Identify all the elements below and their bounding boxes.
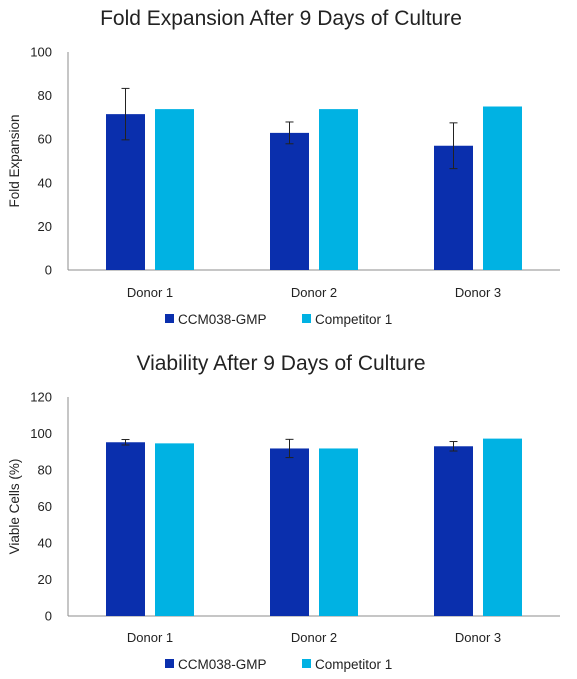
y-tick-label: 20 [38, 572, 52, 587]
viability-chart: Viability After 9 Days of Culture Viable … [0, 340, 577, 679]
x-tick-label: Donor 3 [455, 285, 501, 300]
y-tick-label: 120 [30, 390, 52, 405]
x-tick-label: Donor 1 [127, 285, 173, 300]
y-tick-label: 100 [30, 426, 52, 441]
legend-swatch [302, 659, 311, 668]
chart-title: Viability After 9 Days of Culture [136, 352, 425, 375]
error-bar [121, 439, 130, 446]
x-tick-label: Donor 2 [291, 630, 337, 645]
legend-swatch [165, 314, 174, 323]
bar-ccm038-gmp-donor-3 [434, 446, 473, 616]
error-bar [285, 121, 294, 145]
x-tick-label: Donor 1 [127, 630, 173, 645]
y-tick-label: 60 [38, 132, 52, 147]
x-tick-label: Donor 3 [455, 630, 501, 645]
chart-title: Fold Expansion After 9 Days of Culture [100, 7, 462, 30]
error-bar [449, 122, 458, 170]
error-bar [121, 87, 130, 141]
legend-label: Competitor 1 [315, 312, 392, 327]
bar-competitor-1-donor-1 [155, 109, 194, 270]
legend-swatch [302, 314, 311, 323]
y-tick-label: 40 [38, 536, 52, 551]
bar-competitor-1-donor-3 [483, 106, 522, 270]
error-bar [285, 438, 294, 459]
legend-label: CCM038-GMP [178, 312, 267, 327]
bar-competitor-1-donor-1 [155, 443, 194, 616]
error-bar [449, 441, 458, 452]
chart-svg: Viability After 9 Days of Culture Viable … [7, 352, 560, 672]
y-axis-label: Fold Expansion [7, 114, 22, 207]
y-tick-label: 80 [38, 88, 52, 103]
y-tick-label: 100 [30, 45, 52, 60]
x-tick-label: Donor 2 [291, 285, 337, 300]
bar-competitor-1-donor-2 [319, 448, 358, 616]
y-tick-label: 80 [38, 463, 52, 478]
y-tick-label: 60 [38, 499, 52, 514]
y-axis-label: Viable Cells (%) [7, 459, 22, 555]
chart-svg: Fold Expansion After 9 Days of Culture Fo… [7, 7, 560, 327]
y-tick-label: 0 [45, 609, 52, 624]
y-tick-label: 0 [45, 263, 52, 278]
bar-ccm038-gmp-donor-2 [270, 132, 309, 270]
fold-expansion-chart: Fold Expansion After 9 Days of Culture Fo… [7, 7, 560, 327]
bar-ccm038-gmp-donor-2 [270, 448, 309, 616]
legend-swatch [165, 659, 174, 668]
legend-label: CCM038-GMP [178, 657, 267, 672]
y-tick-label: 40 [38, 175, 52, 190]
bar-competitor-1-donor-3 [483, 438, 522, 616]
bar-ccm038-gmp-donor-1 [106, 442, 145, 616]
legend-label: Competitor 1 [315, 657, 392, 672]
bar-competitor-1-donor-2 [319, 109, 358, 270]
y-tick-label: 20 [38, 219, 52, 234]
